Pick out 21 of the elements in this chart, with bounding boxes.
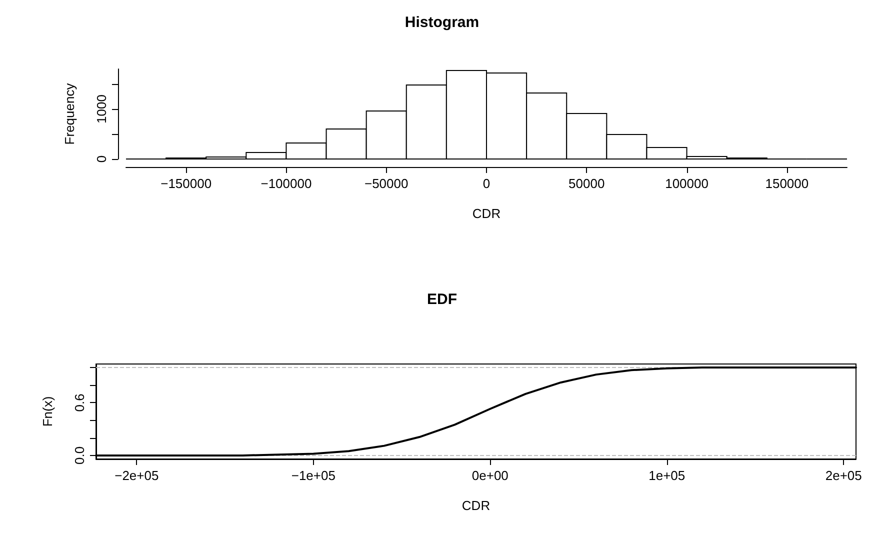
chart-title: Histogram xyxy=(404,14,480,31)
x-tick-label: 0e+00 xyxy=(472,468,508,483)
y-axis-title: Fn(x) xyxy=(40,396,55,427)
x-tick-label: −150000 xyxy=(160,176,212,191)
y-tick-label: 0.0 xyxy=(72,446,87,465)
x-tick-label: 50000 xyxy=(568,176,605,191)
x-axis-title: CDR xyxy=(462,498,490,513)
x-tick-label: 100000 xyxy=(665,176,708,191)
x-tick-label: −50000 xyxy=(364,176,408,191)
x-tick-label: −100000 xyxy=(260,176,312,191)
y-tick-label: 1000 xyxy=(94,94,109,124)
x-axis-title: CDR xyxy=(472,206,501,221)
x-tick-label: 2e+05 xyxy=(825,468,862,483)
x-tick-label: 1e+05 xyxy=(648,468,686,483)
y-axis-title: Frequency xyxy=(62,82,77,145)
x-tick-label: 0 xyxy=(482,176,490,191)
y-tick-label: 0.6 xyxy=(72,394,87,412)
x-tick-label: −2e+05 xyxy=(114,468,159,483)
x-tick-label: −1e+05 xyxy=(291,468,336,483)
chart-title: EDF xyxy=(427,291,457,308)
x-tick-label: 150000 xyxy=(765,176,809,191)
